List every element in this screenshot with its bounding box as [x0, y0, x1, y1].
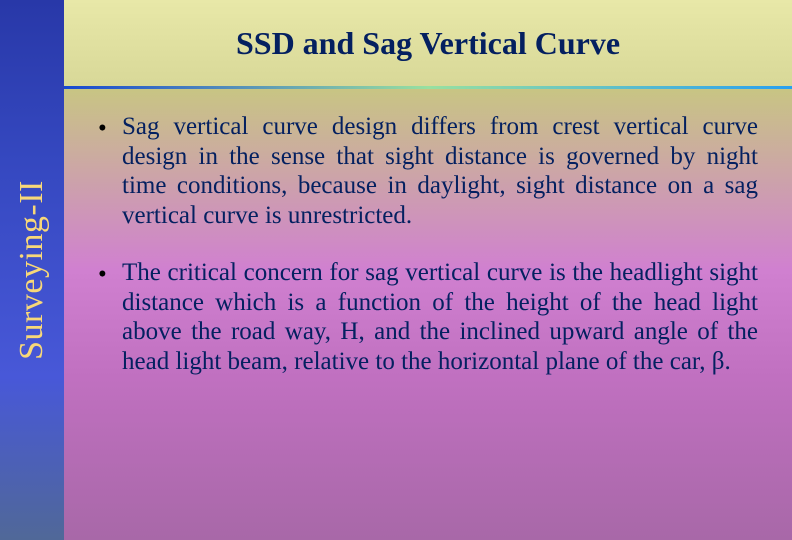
slide-title: SSD and Sag Vertical Curve — [236, 25, 620, 62]
bullet-text: Sag vertical curve design differs from c… — [122, 112, 758, 230]
sidebar-strip: Surveying-II — [0, 0, 64, 540]
bullet-text: The critical concern for sag vertical cu… — [122, 258, 758, 376]
bullet-marker: • — [98, 258, 122, 376]
bullet-marker: • — [98, 112, 122, 230]
content-area: SSD and Sag Vertical Curve • Sag vertica… — [64, 0, 792, 540]
title-divider — [64, 86, 792, 89]
title-bar: SSD and Sag Vertical Curve — [64, 0, 792, 86]
body-area: • Sag vertical curve design differs from… — [64, 86, 792, 540]
slide-container: Surveying-II SSD and Sag Vertical Curve … — [0, 0, 792, 540]
bullet-item: • The critical concern for sag vertical … — [98, 258, 758, 376]
bullet-item: • Sag vertical curve design differs from… — [98, 112, 758, 230]
sidebar-label: Surveying-II — [13, 180, 51, 360]
